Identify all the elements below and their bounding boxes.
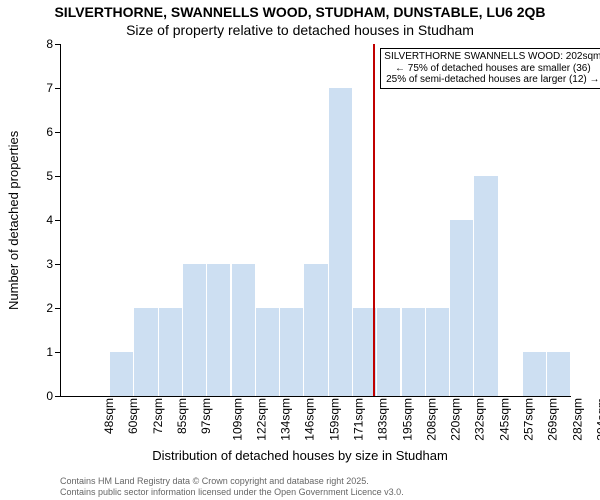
bar bbox=[426, 308, 449, 396]
bar bbox=[547, 352, 570, 396]
x-tick-label: 220sqm bbox=[449, 398, 463, 441]
y-tick-label: 6 bbox=[46, 125, 53, 139]
bar bbox=[402, 308, 425, 396]
bar bbox=[474, 176, 497, 396]
chart-title: SILVERTHORNE, SWANNELLS WOOD, STUDHAM, D… bbox=[0, 4, 600, 20]
bar bbox=[207, 264, 230, 396]
x-tick-label: 171sqm bbox=[352, 398, 366, 441]
x-tick-label: 122sqm bbox=[255, 398, 269, 441]
bar bbox=[304, 264, 327, 396]
x-tick-label: 257sqm bbox=[522, 398, 536, 441]
bar bbox=[450, 220, 473, 396]
annotation-line: 25% of semi-detached houses are larger (… bbox=[384, 74, 600, 86]
x-tick-label: 134sqm bbox=[279, 398, 293, 441]
x-axis-label: Distribution of detached houses by size … bbox=[0, 448, 600, 463]
chart-subtitle: Size of property relative to detached ho… bbox=[0, 22, 600, 38]
x-tick-label: 269sqm bbox=[546, 398, 560, 441]
y-axis-label: Number of detached properties bbox=[6, 130, 21, 309]
y-tick-label: 7 bbox=[46, 81, 53, 95]
chart-container: SILVERTHORNE, SWANNELLS WOOD, STUDHAM, D… bbox=[0, 0, 600, 500]
y-tick-label: 2 bbox=[46, 301, 53, 315]
attribution-line: Contains public sector information licen… bbox=[60, 487, 404, 497]
bar bbox=[159, 308, 182, 396]
x-tick-label: 85sqm bbox=[175, 398, 189, 434]
bar bbox=[523, 352, 546, 396]
annotation-line: ← 75% of detached houses are smaller (36… bbox=[384, 63, 600, 75]
x-tick-label: 109sqm bbox=[230, 398, 244, 441]
y-tick-label: 3 bbox=[46, 257, 53, 271]
bar bbox=[280, 308, 303, 396]
bar bbox=[183, 264, 206, 396]
x-tick-label: 208sqm bbox=[425, 398, 439, 441]
x-tick-label: 245sqm bbox=[497, 398, 511, 441]
x-tick-label: 232sqm bbox=[473, 398, 487, 441]
annotation-line: SILVERTHORNE SWANNELLS WOOD: 202sqm bbox=[384, 51, 600, 63]
reference-annotation: SILVERTHORNE SWANNELLS WOOD: 202sqm← 75%… bbox=[380, 48, 600, 89]
x-tick-label: 282sqm bbox=[570, 398, 584, 441]
x-tick-label: 97sqm bbox=[199, 398, 213, 434]
bar bbox=[329, 88, 352, 396]
y-tick-label: 0 bbox=[46, 389, 53, 403]
bar bbox=[134, 308, 157, 396]
y-tick-label: 4 bbox=[46, 213, 53, 227]
x-tick-label: 48sqm bbox=[102, 398, 116, 434]
bars-layer bbox=[61, 44, 571, 396]
y-tick-label: 1 bbox=[46, 345, 53, 359]
x-tick-label: 183sqm bbox=[376, 398, 390, 441]
y-tick-label: 5 bbox=[46, 169, 53, 183]
bar bbox=[377, 308, 400, 396]
attribution: Contains HM Land Registry data © Crown c… bbox=[60, 476, 404, 497]
x-tick-label: 60sqm bbox=[126, 398, 140, 434]
y-tick-label: 8 bbox=[46, 37, 53, 51]
x-tick-label: 159sqm bbox=[327, 398, 341, 441]
bar bbox=[110, 352, 133, 396]
x-tick-label: 294sqm bbox=[595, 398, 600, 441]
x-tick-label: 72sqm bbox=[151, 398, 165, 434]
bar bbox=[232, 264, 255, 396]
bar bbox=[256, 308, 279, 396]
plot-area: SILVERTHORNE SWANNELLS WOOD: 202sqm← 75%… bbox=[60, 44, 571, 397]
attribution-line: Contains HM Land Registry data © Crown c… bbox=[60, 476, 404, 486]
x-tick-label: 146sqm bbox=[303, 398, 317, 441]
x-tick-label: 195sqm bbox=[400, 398, 414, 441]
reference-line bbox=[373, 44, 375, 396]
